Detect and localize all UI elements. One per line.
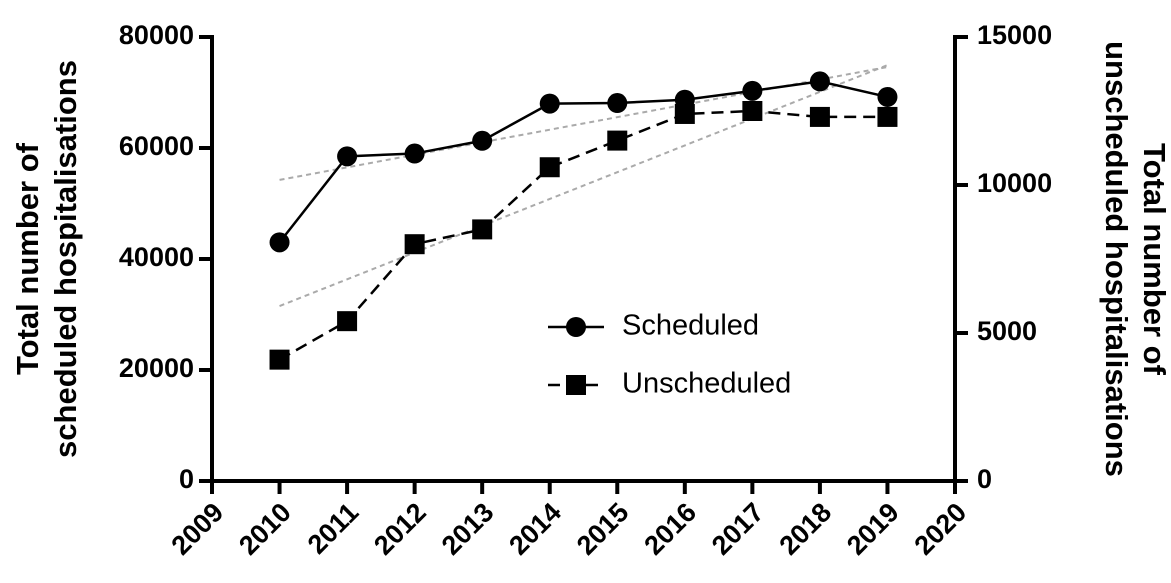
marker bbox=[404, 234, 425, 255]
y-axis-title: Total number of bbox=[10, 142, 45, 375]
y2-tick-label: 5000 bbox=[977, 316, 1037, 346]
y-tick-label: 80000 bbox=[119, 20, 194, 50]
y-tick-label: 60000 bbox=[119, 131, 194, 161]
x-tick-label: 2010 bbox=[233, 497, 297, 561]
marker bbox=[607, 93, 628, 114]
marker bbox=[404, 143, 425, 164]
series-line bbox=[278, 80, 888, 244]
y-tick-label: 0 bbox=[179, 464, 194, 494]
marker bbox=[742, 80, 763, 101]
y2-tick-label: 0 bbox=[977, 464, 992, 494]
marker bbox=[539, 93, 560, 114]
marker bbox=[877, 86, 898, 107]
x-tick-label: 2016 bbox=[638, 497, 702, 561]
y2-axis-title: Total number of bbox=[1137, 143, 1171, 376]
marker bbox=[877, 106, 898, 127]
marker bbox=[742, 101, 763, 121]
marker bbox=[566, 317, 586, 337]
trend-line bbox=[279, 64, 888, 307]
marker bbox=[269, 232, 290, 253]
marker bbox=[269, 349, 290, 370]
y-axis-title: scheduled hospitalisations bbox=[48, 60, 83, 458]
legend-label: Scheduled bbox=[622, 310, 759, 342]
y-tick-label: 40000 bbox=[119, 242, 194, 272]
marker bbox=[337, 311, 358, 332]
x-tick-label: 2014 bbox=[503, 497, 567, 561]
x-tick-label: 2009 bbox=[166, 497, 230, 561]
x-tick-label: 2018 bbox=[773, 497, 837, 561]
x-tick-label: 2015 bbox=[571, 497, 635, 561]
marker bbox=[472, 130, 493, 151]
marker bbox=[809, 71, 830, 92]
marker bbox=[337, 146, 358, 167]
marker bbox=[539, 157, 560, 178]
marker bbox=[566, 375, 586, 395]
marker bbox=[809, 106, 830, 127]
x-tick-label: 2011 bbox=[302, 497, 365, 560]
y2-axis-title: unscheduled hospitalisations bbox=[1099, 41, 1134, 477]
x-tick-label: 2012 bbox=[368, 497, 432, 561]
x-tick-label: 2020 bbox=[909, 497, 973, 561]
marker bbox=[472, 219, 493, 240]
y2-tick-label: 15000 bbox=[977, 20, 1052, 50]
y2-tick-label: 10000 bbox=[977, 168, 1052, 198]
y-tick-label: 20000 bbox=[119, 353, 194, 383]
marker bbox=[674, 103, 695, 124]
legend-label: Unscheduled bbox=[622, 368, 791, 400]
x-tick-label: 2019 bbox=[841, 497, 905, 561]
marker bbox=[607, 130, 628, 151]
x-tick-label: 2013 bbox=[436, 497, 500, 561]
x-tick-label: 2017 bbox=[706, 497, 770, 561]
